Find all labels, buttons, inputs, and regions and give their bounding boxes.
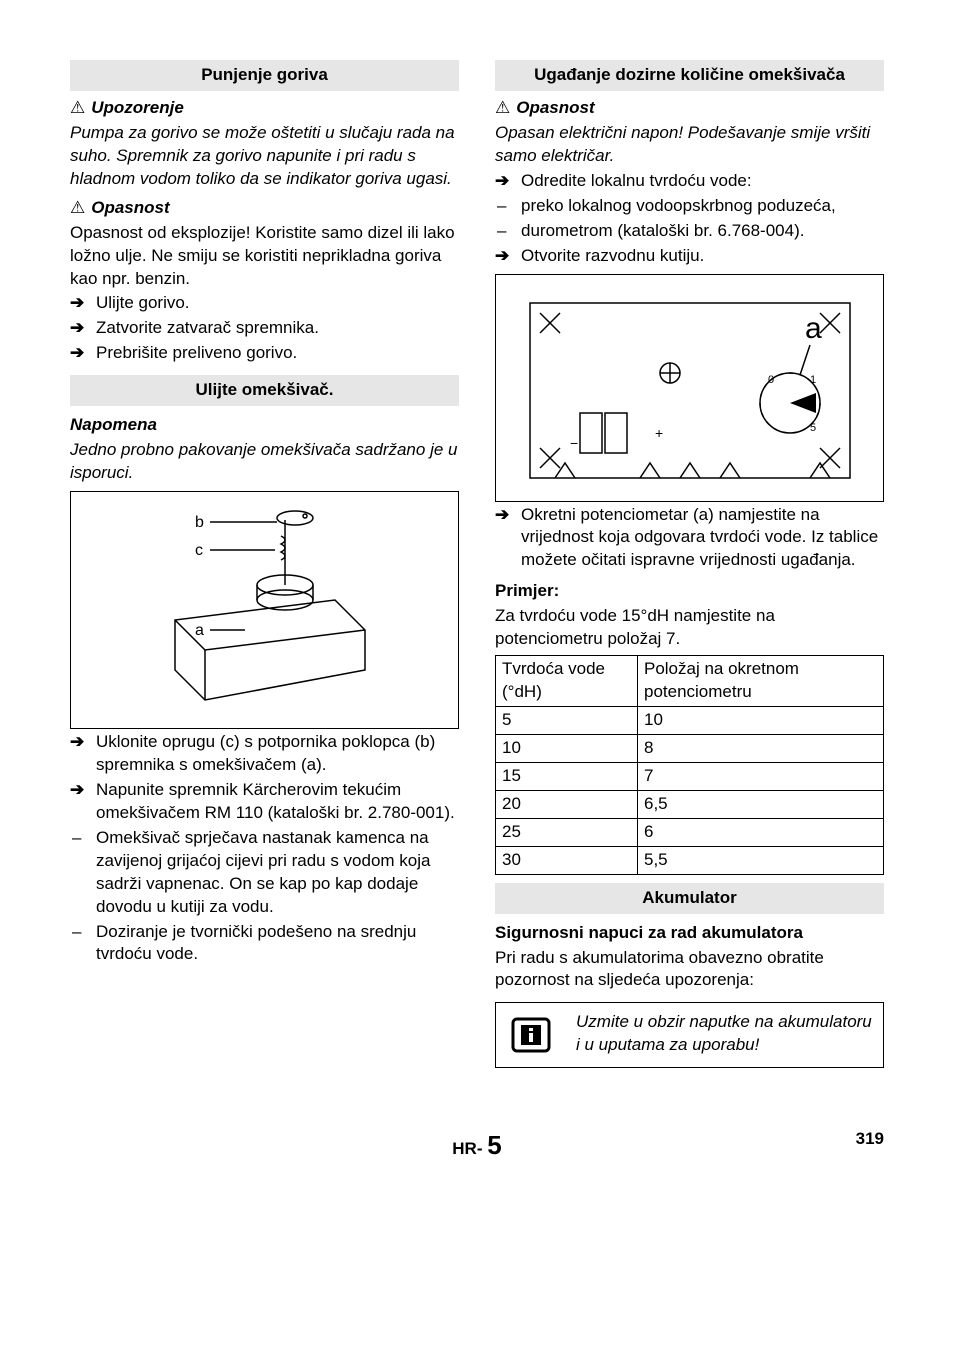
footer-page: 5: [487, 1130, 501, 1160]
svg-text:b: b: [195, 514, 204, 531]
table-cell: 7: [637, 762, 883, 790]
footer-center: HR- 5: [452, 1128, 501, 1163]
list-item: Prebrišite preliveno gorivo.: [70, 342, 459, 365]
svg-text:a: a: [805, 312, 822, 345]
two-column-layout: Punjenje goriva Upozorenje Pumpa za gori…: [70, 60, 884, 1068]
table-row: 510: [496, 707, 884, 735]
warning-text: Pumpa za gorivo se može oštetiti u sluča…: [70, 122, 459, 191]
svg-text:1: 1: [810, 374, 816, 386]
example-text: Za tvrdoću vode 15°dH namjestite na pote…: [495, 605, 884, 651]
danger-label: Opasnost: [495, 97, 884, 120]
softener-tank-figure: b c a: [70, 491, 459, 729]
section-heading-battery: Akumulator: [495, 883, 884, 914]
table-cell: 15: [496, 762, 638, 790]
table-cell: 10: [496, 734, 638, 762]
potentiometer-figure: + − 0 1 5: [495, 274, 884, 502]
pcb-diagram-icon: + − 0 1 5: [510, 283, 870, 493]
table-row: 157: [496, 762, 884, 790]
danger-label: Opasnost: [70, 197, 459, 220]
pot-set-step: Okretni potenciometar (a) namjestite na …: [495, 504, 884, 573]
svg-text:c: c: [195, 542, 203, 559]
table-cell: 30: [496, 846, 638, 874]
list-item: Odredite lokalnu tvrdoću vode:: [495, 170, 884, 193]
table-cell: 10: [637, 707, 883, 735]
danger-text: Opasnost od eksplozije! Koristite samo d…: [70, 222, 459, 291]
example-label: Primjer:: [495, 580, 884, 603]
softener-arrow-steps: Uklonite oprugu (c) s potpornika poklopc…: [70, 731, 459, 825]
svg-text:5: 5: [810, 422, 816, 434]
table-row: 206,5: [496, 790, 884, 818]
table-row: 108: [496, 734, 884, 762]
hardness-step: Odredite lokalnu tvrdoću vode:: [495, 170, 884, 193]
table-row: 256: [496, 818, 884, 846]
fuel-steps: Ulijte gorivo. Zatvorite zatvarač spremn…: [70, 292, 459, 365]
note-text: Jedno probno pakovanje omekšivača sadrža…: [70, 439, 459, 485]
table-cell: 6: [637, 818, 883, 846]
note-label: Napomena: [70, 414, 459, 437]
list-item: durometrom (kataloški br. 6.768-004).: [495, 220, 884, 243]
left-column: Punjenje goriva Upozorenje Pumpa za gori…: [70, 60, 459, 1068]
open-box-step: Otvorite razvodnu kutiju.: [495, 245, 884, 268]
manual-icon: [496, 1003, 566, 1067]
list-item: Okretni potenciometar (a) namjestite na …: [495, 504, 884, 573]
list-item: Omekšivač sprječava nastanak kamenca na …: [70, 827, 459, 919]
list-item: Ulijte gorivo.: [70, 292, 459, 315]
svg-text:0: 0: [768, 374, 774, 386]
svg-text:a: a: [195, 622, 204, 639]
table-row: 305,5: [496, 846, 884, 874]
battery-safety-text: Pri radu s akumulatorima obavezno obrati…: [495, 947, 884, 993]
list-item: Zatvorite zatvarač spremnika.: [70, 317, 459, 340]
section-heading-softener: Ulijte omekšivač.: [70, 375, 459, 406]
table-cell: 20: [496, 790, 638, 818]
tank-diagram-icon: b c a: [135, 500, 395, 720]
list-item: Otvorite razvodnu kutiju.: [495, 245, 884, 268]
hardness-sources: preko lokalnog vodoopskrbnog poduzeća, d…: [495, 195, 884, 243]
section-heading-fuel: Punjenje goriva: [70, 60, 459, 91]
page-footer: HR- 5 319: [70, 1128, 884, 1163]
table-cell: 6,5: [637, 790, 883, 818]
table-cell: 5: [496, 707, 638, 735]
section-heading-dosing: Ugađanje dozirne količine omekšivača: [495, 60, 884, 91]
table-header: Položaj na okretnom potenciometru: [637, 656, 883, 707]
list-item: Napunite spremnik Kärcherovim tekućim om…: [70, 779, 459, 825]
right-column: Ugađanje dozirne količine omekšivača Opa…: [495, 60, 884, 1068]
footer-abs-page: 319: [856, 1128, 884, 1151]
warning-label: Upozorenje: [70, 97, 459, 120]
table-cell: 8: [637, 734, 883, 762]
softener-dash-notes: Omekšivač sprječava nastanak kamenca na …: [70, 827, 459, 967]
hardness-table: Tvrdoća vode (°dH) Položaj na okretnom p…: [495, 655, 884, 875]
footer-sep: -: [477, 1139, 483, 1158]
table-row: Tvrdoća vode (°dH) Položaj na okretnom p…: [496, 656, 884, 707]
table-cell: 5,5: [637, 846, 883, 874]
list-item: preko lokalnog vodoopskrbnog poduzeća,: [495, 195, 884, 218]
svg-text:−: −: [570, 435, 578, 451]
footer-lang: HR: [452, 1139, 477, 1158]
list-item: Uklonite oprugu (c) s potpornika poklopc…: [70, 731, 459, 777]
battery-safety-sub: Sigurnosni napuci za rad akumulatora: [495, 922, 884, 945]
safety-notice-box: Uzmite u obzir naputke na akumulatoru i …: [495, 1002, 884, 1068]
table-header: Tvrdoća vode (°dH): [496, 656, 638, 707]
safety-notice-text: Uzmite u obzir naputke na akumulatoru i …: [566, 1003, 883, 1067]
svg-text:+: +: [655, 425, 663, 441]
table-cell: 25: [496, 818, 638, 846]
danger-text: Opasan električni napon! Podešavanje smi…: [495, 122, 884, 168]
list-item: Doziranje je tvornički podešeno na sredn…: [70, 921, 459, 967]
